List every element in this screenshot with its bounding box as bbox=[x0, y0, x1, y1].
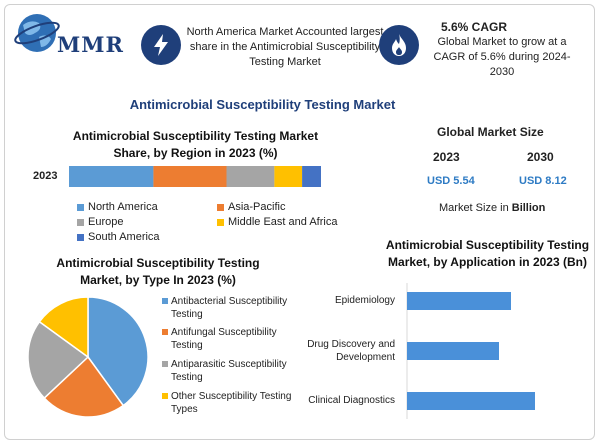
region-chart-title: Antimicrobial Susceptibility Testing Mar… bbox=[72, 129, 319, 160]
cagr-title: 5.6% CAGR bbox=[441, 20, 508, 34]
legend-swatch bbox=[162, 298, 168, 304]
legend-label: South America bbox=[88, 231, 160, 243]
legend-asia-pacific: Asia-Pacific bbox=[217, 201, 285, 213]
pie-slice-1 bbox=[87, 296, 149, 407]
pie-legend-antibacterial: Antibacterial Susceptibility Testing bbox=[162, 295, 306, 321]
global-year-2023: 2023 bbox=[433, 150, 460, 164]
region-banner-text: North America Market Accounted largest s… bbox=[186, 26, 384, 68]
lightning-badge bbox=[141, 25, 181, 65]
legend-swatch bbox=[162, 361, 168, 367]
type-chart-title: Antimicrobial Susceptibility Testing Mar… bbox=[56, 256, 260, 287]
pie-slice-2 bbox=[43, 355, 125, 418]
pie-legend-other: Other Susceptibility Testing Types bbox=[162, 390, 306, 416]
app-label-clinical-diagnostics: Clinical Diagnostics bbox=[308, 395, 395, 406]
legend-swatch bbox=[217, 218, 224, 226]
legend-middle-east-africa: Middle East and Africa bbox=[217, 216, 337, 228]
legend-swatch bbox=[77, 233, 84, 241]
lightning-icon bbox=[154, 34, 168, 56]
legend-label: North America bbox=[88, 201, 158, 213]
type-pie-chart bbox=[27, 296, 149, 418]
legend-label: Antiparasitic Susceptibility Testing bbox=[171, 359, 287, 383]
legend-swatch bbox=[77, 218, 84, 226]
region-bar-segment-europe bbox=[226, 166, 275, 187]
pie-legend-antifungal: Antifungal Susceptibility Testing bbox=[162, 326, 306, 352]
legend-swatch bbox=[217, 203, 224, 211]
legend-label: Antibacterial Susceptibility Testing bbox=[171, 296, 288, 320]
global-size-title: Global Market Size bbox=[437, 125, 544, 139]
infographic-frame: MMR North America Market Accounted large… bbox=[4, 4, 595, 440]
app-label-epidemiology: Epidemiology bbox=[334, 295, 395, 306]
region-bar-segment-north-america bbox=[69, 166, 154, 187]
legend-label: Other Susceptibility Testing Types bbox=[171, 391, 292, 415]
global-year-2030: 2030 bbox=[527, 150, 554, 164]
pie-slice-4 bbox=[38, 296, 89, 359]
flame-icon bbox=[392, 34, 406, 56]
legend-label: Middle East and Africa bbox=[228, 216, 338, 228]
application-chart-title: Antimicrobial Susceptibility Testing Mar… bbox=[385, 238, 590, 269]
app-bar-3 bbox=[407, 392, 535, 410]
pie-legend-antiparasitic: Antiparasitic Susceptibility Testing bbox=[162, 358, 306, 384]
region-chart-category-label: 2023 bbox=[33, 170, 58, 182]
cagr-text: Global Market to grow at a CAGR of 5.6% … bbox=[433, 36, 571, 78]
region-bar-segment-south-america bbox=[302, 166, 321, 187]
flame-badge bbox=[379, 25, 419, 65]
legend-label: Antifungal Susceptibility Testing bbox=[171, 327, 277, 351]
globe-logo-icon bbox=[14, 14, 60, 52]
region-stacked-bar-chart bbox=[69, 166, 321, 187]
logo-text: MMR bbox=[57, 32, 124, 57]
legend-label: Asia-Pacific bbox=[228, 201, 286, 213]
legend-south-america: South America bbox=[77, 231, 160, 243]
market-size-note-unit: Billion bbox=[511, 202, 546, 214]
app-bar-2 bbox=[407, 342, 499, 360]
legend-swatch bbox=[77, 203, 84, 211]
legend-europe: Europe bbox=[77, 216, 123, 228]
legend-north-america: North America bbox=[77, 201, 158, 213]
pie-slice-3 bbox=[27, 320, 90, 400]
application-bar-chart bbox=[406, 283, 535, 419]
global-value-2023: USD 5.54 bbox=[427, 175, 475, 187]
market-size-note-prefix: Market Size in bbox=[439, 202, 512, 214]
legend-swatch bbox=[162, 393, 168, 399]
market-size-note: Market Size in Billion bbox=[439, 202, 545, 214]
legend-label: Europe bbox=[88, 216, 124, 228]
main-title: Antimicrobial Susceptibility Testing Mar… bbox=[129, 97, 396, 112]
app-bar-1 bbox=[407, 292, 511, 310]
global-value-2030: USD 8.12 bbox=[519, 175, 567, 187]
legend-swatch bbox=[162, 329, 168, 335]
region-bar-segment-asia-pacific bbox=[153, 166, 227, 187]
region-bar-segment-middle-east-and-africa bbox=[274, 166, 303, 187]
app-label-drug-discovery: Drug Discovery and Development bbox=[307, 339, 395, 363]
